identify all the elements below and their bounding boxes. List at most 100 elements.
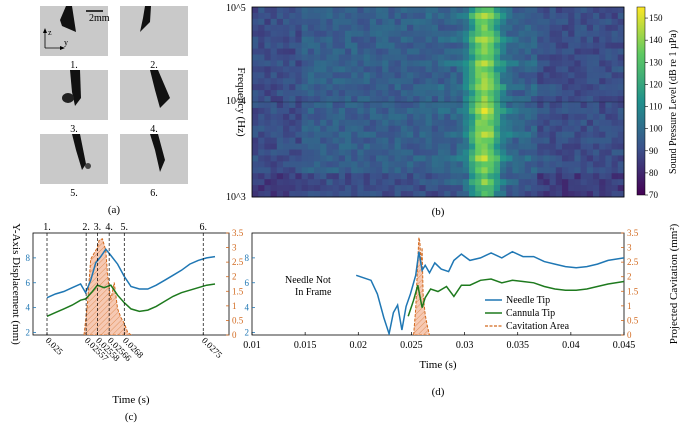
heatmap-cell bbox=[531, 60, 538, 67]
heatmap-cell bbox=[506, 143, 513, 150]
heatmap-cell bbox=[314, 143, 321, 150]
heatmap-cell bbox=[320, 179, 327, 186]
heatmap-cell bbox=[493, 161, 501, 168]
heatmap-cell bbox=[512, 173, 519, 180]
x-tick-label: 0.045 bbox=[613, 340, 636, 351]
heatmap-cell bbox=[264, 155, 271, 162]
heatmap-cell bbox=[580, 179, 588, 186]
heatmap-cell bbox=[431, 60, 439, 67]
cannula-tip-line-c bbox=[46, 283, 216, 317]
heatmap-cell bbox=[264, 72, 271, 79]
heatmap-cell bbox=[617, 119, 625, 127]
heatmap-cell bbox=[512, 185, 519, 192]
heatmap-cell bbox=[307, 84, 315, 91]
heatmap-cell bbox=[252, 96, 259, 103]
heatmap-cell bbox=[425, 107, 433, 115]
heatmap-cell bbox=[307, 18, 315, 26]
heatmap-cell bbox=[580, 24, 588, 32]
heatmap-cell bbox=[537, 48, 544, 55]
heatmap-cell bbox=[363, 149, 371, 156]
heatmap-cell bbox=[493, 113, 501, 121]
heatmap-cell bbox=[382, 30, 389, 38]
heatmap-cell bbox=[326, 125, 333, 133]
heatmap-cell bbox=[394, 119, 402, 127]
heatmap-cell bbox=[493, 102, 501, 109]
x-tick-label: 0.02 bbox=[350, 340, 368, 351]
heatmap-cell bbox=[419, 24, 426, 32]
heatmap-cell bbox=[357, 66, 364, 73]
heatmap-cell bbox=[543, 131, 550, 139]
y2-tick-label: 1.5 bbox=[627, 286, 639, 296]
cavitation-area-d bbox=[413, 237, 431, 335]
heatmap-cell bbox=[400, 12, 408, 20]
heatmap-cell bbox=[388, 48, 395, 55]
heatmap-cell bbox=[382, 119, 389, 127]
heatmap-cell bbox=[450, 149, 457, 156]
heatmap-cell bbox=[345, 12, 352, 20]
heatmap-cell bbox=[481, 78, 488, 85]
heatmap-cell bbox=[568, 149, 575, 156]
heatmap-cell bbox=[407, 90, 414, 97]
heatmap-cell bbox=[599, 18, 606, 26]
heatmap-cell bbox=[475, 119, 482, 127]
heatmap-cell bbox=[283, 167, 290, 174]
heatmap-cell bbox=[332, 36, 340, 44]
heatmap-cell bbox=[283, 185, 290, 192]
heatmap-cell bbox=[413, 119, 420, 127]
plot-frame-d bbox=[251, 232, 625, 336]
heatmap-cell bbox=[419, 167, 426, 174]
heatmap-cell bbox=[462, 149, 470, 156]
heatmap-cell bbox=[295, 102, 302, 109]
heatmap-cell bbox=[394, 167, 402, 174]
heatmap-cell bbox=[531, 102, 538, 109]
heatmap-cell bbox=[376, 113, 383, 121]
heatmap-cell bbox=[400, 78, 408, 85]
heatmap-cell bbox=[283, 72, 290, 79]
heatmap-cell bbox=[295, 84, 302, 91]
heatmap-cell bbox=[369, 131, 377, 139]
heatmap-cell bbox=[314, 96, 321, 103]
heatmap-cell bbox=[394, 149, 402, 156]
heatmap-cell bbox=[518, 149, 526, 156]
heatmap-cell bbox=[307, 36, 315, 44]
heatmap-cell bbox=[524, 149, 532, 156]
heatmap-cell bbox=[283, 102, 290, 109]
heatmap-cell bbox=[258, 78, 265, 85]
heatmap-cell bbox=[419, 66, 426, 73]
heatmap-cell bbox=[407, 125, 414, 133]
heatmap-cell bbox=[419, 119, 426, 127]
heatmap-cell bbox=[599, 191, 606, 198]
heatmap-cell bbox=[531, 149, 538, 156]
heatmap-cell bbox=[537, 185, 544, 192]
x-axis-label-d: Time (s) bbox=[419, 359, 457, 371]
heatmap-cell bbox=[537, 102, 544, 109]
heatmap-cell bbox=[252, 84, 259, 91]
heatmap-cell bbox=[264, 24, 271, 32]
heatmap-cell bbox=[562, 102, 569, 109]
heatmap-cell bbox=[382, 12, 389, 20]
heatmap-cell bbox=[338, 54, 346, 61]
heatmap-cell bbox=[264, 36, 271, 44]
heatmap-cell bbox=[450, 107, 457, 115]
heatmap-cell bbox=[438, 137, 445, 144]
heatmap-cell bbox=[258, 90, 265, 97]
heatmap-cell bbox=[500, 131, 507, 139]
heatmap-cell bbox=[493, 143, 501, 150]
heatmap-cell bbox=[605, 42, 612, 49]
heatmap-cell bbox=[351, 30, 358, 38]
heatmap-cell bbox=[289, 12, 296, 20]
heatmap-cell bbox=[493, 137, 501, 144]
heatmap-cell bbox=[493, 78, 501, 85]
heatmap-cell bbox=[518, 12, 526, 20]
y2-tick-label: 2 bbox=[232, 272, 237, 282]
heatmap-cell bbox=[419, 185, 426, 192]
heatmap-cell bbox=[599, 7, 606, 14]
heatmap-cell bbox=[270, 143, 278, 150]
heatmap-cell bbox=[481, 66, 488, 73]
heatmap-cell bbox=[500, 161, 507, 168]
needle-shape-1 bbox=[60, 6, 76, 32]
heatmap-cell bbox=[512, 167, 519, 174]
heatmap-cell bbox=[345, 155, 352, 162]
heatmap-cell bbox=[264, 185, 271, 192]
heatmap-cell bbox=[549, 24, 557, 32]
